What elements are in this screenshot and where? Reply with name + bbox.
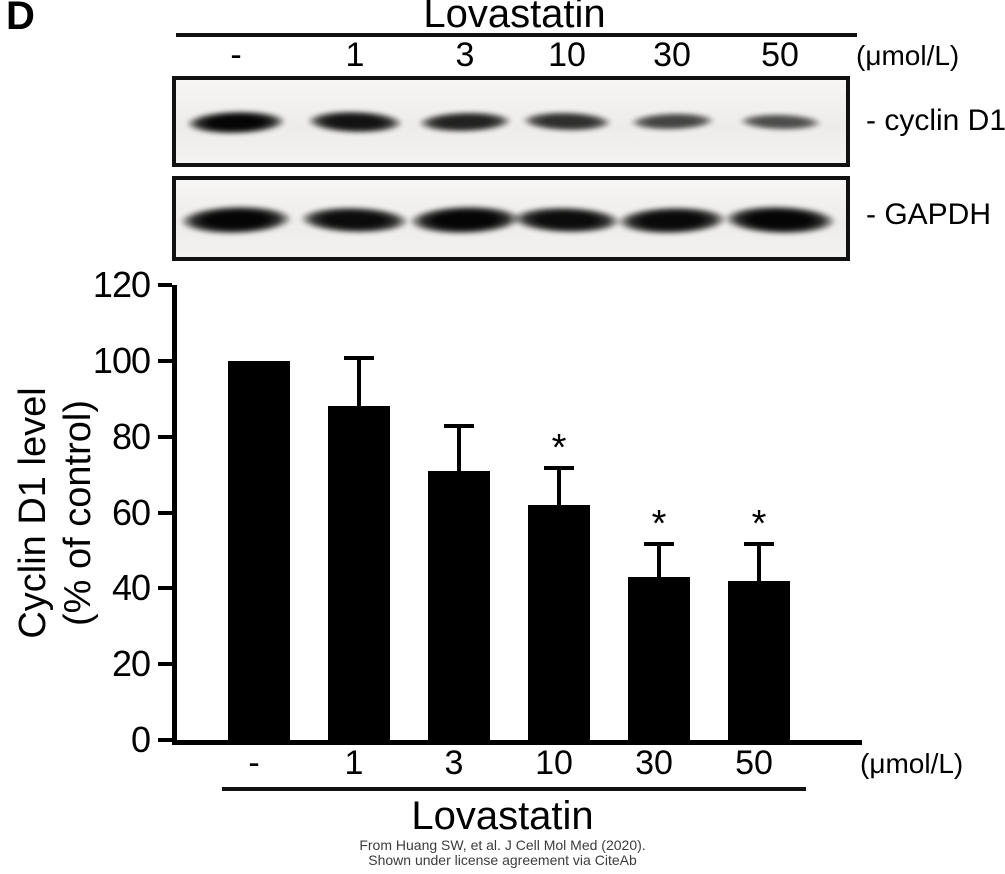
dose-top-1: 1 (345, 36, 365, 74)
dose-top-3: 3 (455, 36, 475, 74)
attribution-line1: From Huang SW, et al. J Cell Mol Med (20… (359, 837, 646, 853)
dose-labels-bottom: - 1 3 10 30 50 (172, 744, 857, 784)
attribution: From Huang SW, et al. J Cell Mol Med (20… (0, 838, 1005, 868)
dose-top-50: 50 (761, 36, 799, 74)
gapdh-band-- (180, 204, 292, 236)
error-bar-50 (757, 542, 761, 583)
dose-bottom-50: 50 (735, 744, 773, 782)
significance-marker-30: * (651, 502, 667, 545)
error-cap-50 (744, 541, 774, 546)
error-bar-3 (457, 425, 461, 473)
y-tick-80 (158, 434, 172, 439)
y-tick-label-100: 100 (92, 339, 151, 381)
gapdh-band-10 (513, 205, 621, 235)
gapdh-band-1 (301, 205, 409, 235)
y-tick-60 (158, 510, 172, 515)
treatment-title-underline (176, 33, 857, 37)
blot-label-gapdh: - GAPDH (866, 198, 992, 231)
y-tick-0 (158, 738, 172, 742)
y-tick-100 (158, 358, 172, 363)
error-bar-30 (657, 542, 661, 579)
unit-label-bottom: (μmol/L) (860, 748, 964, 779)
y-tick-120 (158, 283, 172, 287)
x-axis-group-underline (222, 787, 806, 791)
y-tick-label-40: 40 (111, 567, 151, 609)
dose-top-10: 10 (548, 36, 586, 74)
y-tick-label-80: 80 (111, 415, 151, 457)
cyclin-d1-band-30 (630, 112, 714, 132)
error-cap-10 (544, 466, 574, 470)
dose-bottom-1: 1 (344, 744, 364, 782)
bar-- (228, 360, 290, 740)
bar-50 (728, 580, 790, 740)
error-bar-10 (557, 467, 561, 507)
error-cap-30 (644, 541, 674, 546)
cyclin-d1-band-- (186, 109, 286, 135)
dose-bottom-30: 30 (635, 744, 673, 782)
western-blot-cyclin-d1 (172, 76, 850, 167)
bar-3 (428, 470, 490, 740)
dose-bottom-control: - (248, 744, 260, 782)
western-blot-gapdh (172, 176, 850, 261)
y-tick-label-0: 0 (130, 719, 151, 760)
error-cap-1 (344, 356, 374, 361)
panel-label: D (6, 0, 35, 38)
unit-label-top: (μmol/L) (856, 40, 960, 71)
treatment-title-top: Lovastatin (423, 0, 606, 36)
gapdh-band-3 (409, 204, 521, 236)
y-tick-20 (158, 662, 172, 667)
significance-marker-50: * (751, 502, 767, 545)
bar-30 (628, 576, 690, 740)
dose-bottom-3: 3 (444, 744, 464, 782)
cyclin-d1-band-50 (739, 112, 821, 132)
y-axis-title-line1: Cyclin D1 level (12, 386, 54, 639)
cyclin-d1-band-1 (307, 109, 403, 135)
error-cap-3 (444, 424, 474, 429)
bar-10 (528, 504, 590, 740)
dose-top-30: 30 (653, 36, 691, 74)
cyclin-d1-band-3 (418, 110, 512, 134)
bar-1 (328, 406, 390, 740)
bar-chart-plot-area: * * * (172, 285, 862, 745)
gapdh-band-30 (617, 205, 727, 235)
dose-labels-top: - 1 3 10 30 50 (172, 36, 850, 76)
treatment-title-bottom: Lovastatin (411, 794, 594, 838)
y-tick-label-120: 120 (92, 264, 151, 305)
blot-label-cyclin-d1: - cyclin D1 (866, 104, 1005, 137)
attribution-line2: Shown under license agreement via CiteAb (368, 852, 637, 868)
cyclin-d1-band-10 (522, 111, 612, 133)
significance-marker-10: * (551, 427, 567, 469)
dose-top-control: - (230, 36, 242, 74)
y-tick-40 (158, 586, 172, 591)
y-tick-label-20: 20 (111, 643, 151, 685)
dose-bottom-10: 10 (535, 744, 573, 782)
gapdh-band-50 (724, 204, 836, 236)
y-tick-label-60: 60 (111, 491, 151, 533)
error-bar-1 (357, 357, 361, 409)
